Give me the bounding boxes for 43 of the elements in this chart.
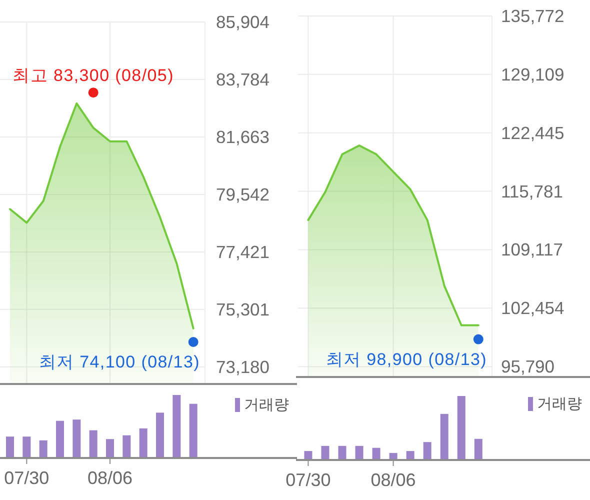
y-tick-label: 109,117 [501, 240, 563, 260]
legend-label: 거래량 [537, 396, 582, 412]
bar [39, 440, 48, 458]
y-tick-label: 95,790 [501, 356, 555, 377]
bar [139, 428, 148, 458]
y-tick-label: 122,445 [501, 122, 564, 143]
data-label: 최저 98,900 (08/13) [326, 350, 487, 369]
data-label: 최저 74,100 (08/13) [38, 352, 200, 372]
bar [457, 396, 466, 460]
bar [474, 438, 482, 460]
data-label: 최고 83,300 (08/05) [12, 66, 174, 86]
y-tick-label: 129,109 [501, 64, 564, 84]
y-tick-label: 73,180 [216, 356, 270, 377]
bar [423, 442, 432, 460]
y-tick-label: 115,781 [501, 181, 563, 202]
bar [321, 446, 330, 460]
legend-label: 거래량 [244, 396, 289, 414]
x-tick-label: 07/30 [4, 468, 50, 488]
y-tick-label: 75,301 [216, 299, 270, 320]
y-tick-label: 77,421 [216, 242, 270, 262]
bar [156, 412, 164, 458]
bar [355, 446, 364, 460]
bar [440, 414, 448, 460]
y-tick-label: 83,784 [216, 69, 270, 90]
bar [172, 395, 181, 458]
bar [22, 436, 31, 458]
x-tick-label: 07/30 [286, 470, 331, 490]
bar [338, 446, 346, 460]
x-tick-label: 08/06 [370, 470, 416, 490]
bar [72, 420, 81, 458]
bar [106, 439, 114, 458]
y-tick-label: 85,904 [216, 12, 270, 32]
bar [56, 420, 64, 458]
bar [122, 435, 131, 458]
y-tick-label: 81,663 [216, 126, 270, 147]
bar [89, 430, 98, 458]
y-tick-label: 79,542 [216, 184, 270, 204]
y-tick-label: 102,454 [501, 298, 565, 318]
bar [372, 448, 380, 460]
y-tick-label: 135,772 [501, 6, 564, 26]
bar [189, 404, 198, 458]
x-tick-label: 08/06 [87, 468, 133, 488]
bar [6, 436, 14, 458]
